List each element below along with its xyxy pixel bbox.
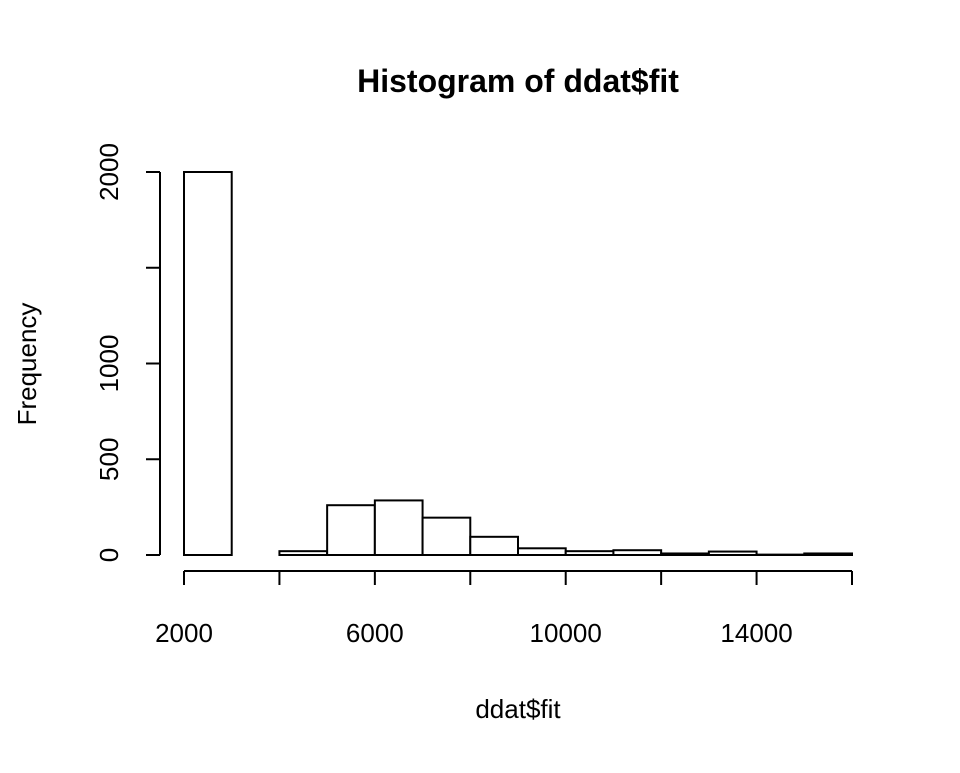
histogram-bar-15000-16000 — [804, 553, 852, 555]
x-tick-label-14000: 14000 — [720, 618, 792, 648]
y-tick-label-2000: 2000 — [94, 143, 124, 201]
x-axis-label: ddat$fit — [475, 694, 561, 724]
y-tick-label-0: 0 — [94, 548, 124, 562]
histogram-bar-13000-14000 — [709, 552, 757, 555]
x-axis: 2000 6000 10000 14000 — [155, 571, 852, 648]
histogram-bar-7000-8000 — [423, 518, 471, 555]
x-tick-label-2000: 2000 — [155, 618, 213, 648]
y-axis: 0 500 1000 2000 — [94, 143, 160, 562]
x-tick-label-6000: 6000 — [346, 618, 404, 648]
histogram-bar-2000-3000 — [184, 172, 232, 555]
y-axis-label: Frequency — [12, 303, 42, 426]
histogram-bar-8000-9000 — [470, 537, 518, 555]
histogram-bar-4000-5000 — [279, 551, 327, 555]
histogram-bar-5000-6000 — [327, 505, 375, 555]
y-tick-label-500: 500 — [94, 438, 124, 481]
bars-layer — [184, 172, 852, 555]
histogram-bar-12000-13000 — [661, 553, 709, 555]
histogram-bar-9000-10000 — [518, 548, 566, 555]
histogram-bar-10000-11000 — [566, 551, 614, 555]
chart-title: Histogram of ddat$fit — [357, 63, 679, 99]
histogram-bar-6000-7000 — [375, 500, 423, 555]
x-tick-label-10000: 10000 — [530, 618, 602, 648]
histogram-bar-11000-12000 — [613, 550, 661, 555]
y-tick-label-1000: 1000 — [94, 335, 124, 393]
